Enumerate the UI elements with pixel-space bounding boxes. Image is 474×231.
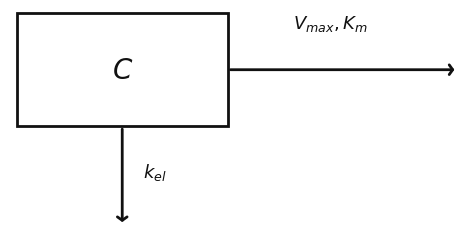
Text: $k_{el}$: $k_{el}$: [143, 161, 167, 182]
Text: $C$: $C$: [111, 56, 133, 84]
Bar: [17, 14, 228, 127]
Text: $V_{max}, K_m$: $V_{max}, K_m$: [293, 14, 368, 34]
